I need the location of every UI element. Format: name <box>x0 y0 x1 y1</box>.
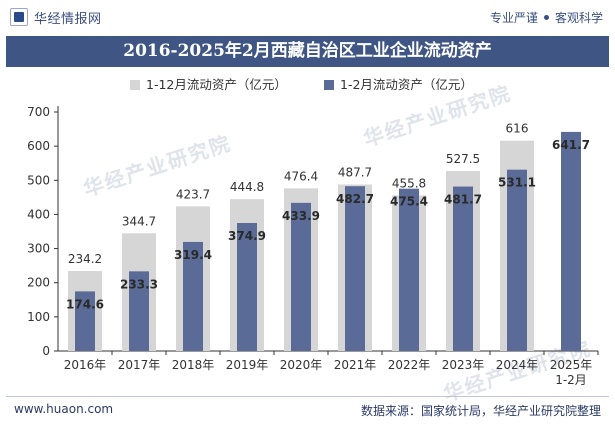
brand-name: 华经情报网 <box>34 12 102 27</box>
bar-jan-feb <box>453 186 473 351</box>
data-label-jan-feb: 475.4 <box>390 195 428 209</box>
data-label-jan-feb: 319.4 <box>174 248 212 262</box>
bar-jan-feb <box>561 131 581 351</box>
y-tick-label: 500 <box>27 173 50 187</box>
tagline: 专业严谨 客观科学 <box>490 9 603 26</box>
legend-swatch-jan-feb <box>324 80 334 90</box>
x-tick-label: 2025年 <box>550 358 593 372</box>
footer-source: 数据来源：国家统计局，华经产业研究院整理 <box>360 404 601 418</box>
data-label-full-year: 344.7 <box>122 214 156 228</box>
x-tick-label: 2018年 <box>172 358 215 372</box>
y-tick-label: 700 <box>27 105 50 119</box>
data-label-jan-feb: 531.1 <box>498 176 536 190</box>
data-label-full-year: 423.7 <box>176 187 210 201</box>
bar-jan-feb <box>507 169 527 351</box>
legend-label-jan-feb: 1-2月流动资产（亿元） <box>340 77 473 92</box>
bar-jan-feb <box>129 271 149 351</box>
tagline-left: 专业严谨 <box>489 11 538 25</box>
y-tick-label: 200 <box>27 276 50 290</box>
data-label-full-year: 476.4 <box>284 169 318 183</box>
x-tick-label: 2021年 <box>334 358 377 372</box>
bar-jan-feb <box>291 202 311 351</box>
chart-title: 2016-2025年2月西藏自治区工业企业流动资产 <box>123 41 492 61</box>
x-tick-label: 2020年 <box>280 358 323 372</box>
x-tick-label: 2022年 <box>388 358 431 372</box>
data-label-jan-feb: 174.6 <box>66 297 104 311</box>
y-tick-label: 300 <box>27 242 50 256</box>
data-label-full-year: 444.8 <box>230 180 264 194</box>
legend-label-full-year: 1-12月流动资产（亿元） <box>146 77 287 92</box>
footer-divider <box>6 396 609 397</box>
x-tick-label: 2017年 <box>118 358 161 372</box>
bar-jan-feb <box>345 186 365 351</box>
x-tick-label: 2023年 <box>442 358 485 372</box>
data-label-jan-feb: 641.7 <box>552 138 590 152</box>
bar-jan-feb <box>399 188 419 351</box>
data-label-full-year: 616 <box>506 122 529 136</box>
data-label-full-year: 234.2 <box>68 252 102 266</box>
footer-website: www.huaon.com <box>14 402 114 416</box>
logo-icon <box>10 8 28 26</box>
y-tick-label: 600 <box>27 139 50 153</box>
data-label-jan-feb: 374.9 <box>228 229 266 243</box>
y-tick-label: 400 <box>27 207 50 221</box>
title-bar: 2016-2025年2月西藏自治区工业企业流动资产 <box>6 36 609 67</box>
data-label-jan-feb: 233.3 <box>120 277 158 291</box>
data-label-full-year: 487.7 <box>338 165 372 179</box>
top-bar: 华经情报网 专业严谨 客观科学 <box>0 0 615 36</box>
tagline-right: 客观科学 <box>554 11 603 25</box>
legend-swatch-full-year <box>130 80 140 90</box>
x-tick-label: 2024年 <box>496 358 539 372</box>
data-label-full-year: 527.5 <box>446 152 480 166</box>
legend-item-full-year: 1-12月流动资产（亿元） <box>130 74 287 93</box>
bar-jan-feb <box>75 291 95 351</box>
x-tick-label: 1-2月 <box>555 373 587 387</box>
x-tick-label: 2019年 <box>226 358 269 372</box>
bar-jan-feb <box>237 222 257 351</box>
bar-jan-feb <box>183 241 203 351</box>
data-label-jan-feb: 482.7 <box>336 192 374 206</box>
bullet-icon <box>543 15 549 20</box>
legend-item-jan-feb: 1-2月流动资产（亿元） <box>324 74 473 93</box>
x-tick-label: 2016年 <box>64 358 107 372</box>
data-label-jan-feb: 433.9 <box>282 209 320 223</box>
y-tick-label: 100 <box>27 310 50 324</box>
y-tick-label: 0 <box>42 344 50 358</box>
data-label-full-year: 455.8 <box>392 176 426 190</box>
data-label-jan-feb: 481.7 <box>444 193 482 207</box>
